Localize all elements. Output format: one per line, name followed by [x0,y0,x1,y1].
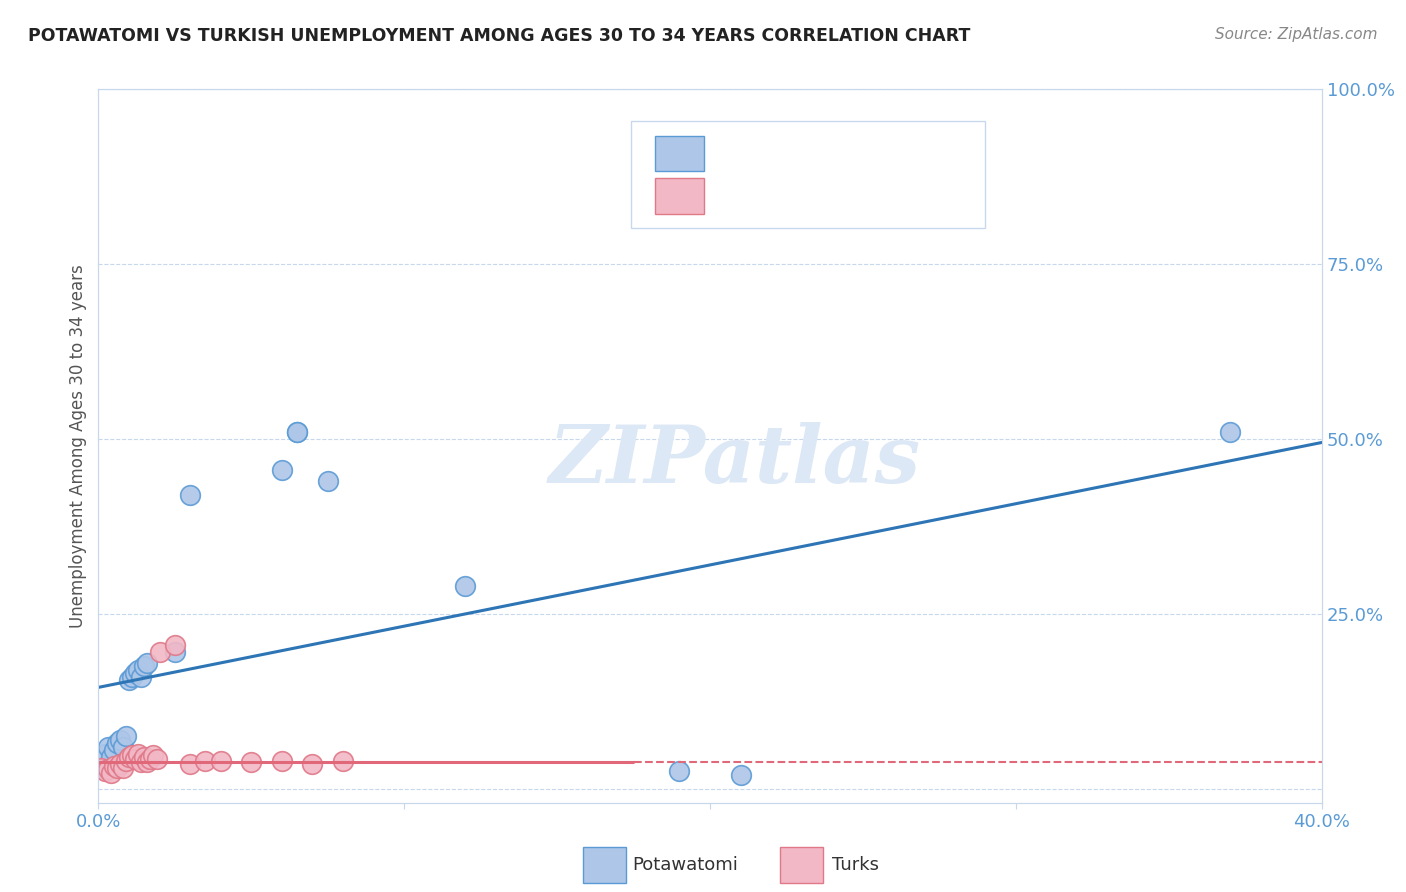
Point [1219,425,1241,439]
Text: R =  0.294   N = 30: R = 0.294 N = 30 [716,145,893,162]
Point [124,666,146,681]
Point [108,732,131,747]
FancyBboxPatch shape [655,136,704,171]
Point [668,764,690,779]
FancyBboxPatch shape [655,178,704,214]
Point [111,739,134,754]
Point [142,748,165,763]
Point [100,750,122,764]
Point [136,756,159,770]
Point [105,761,128,775]
Point [332,754,354,768]
Point [145,752,167,766]
Point [108,757,131,772]
Point [139,752,162,766]
Text: POTAWATOMI VS TURKISH UNEMPLOYMENT AMONG AGES 30 TO 34 YEARS CORRELATION CHART: POTAWATOMI VS TURKISH UNEMPLOYMENT AMONG… [28,27,970,45]
Text: Turks: Turks [832,856,879,874]
Point [730,768,752,782]
Text: ZIPatlas: ZIPatlas [548,422,921,499]
Text: R =  0.004    N = 28: R = 0.004 N = 28 [716,187,898,205]
Text: Source: ZipAtlas.com: Source: ZipAtlas.com [1215,27,1378,42]
Point [134,750,156,764]
Point [316,474,339,488]
Point [454,579,477,593]
Point [111,761,134,775]
Point [136,656,159,670]
Point [149,645,172,659]
Point [301,757,323,772]
Point [163,645,186,659]
Point [134,659,156,673]
Point [90,761,112,775]
Point [127,747,149,761]
Point [270,463,292,477]
Point [121,670,143,684]
Point [285,425,308,439]
Point [194,754,217,768]
Point [93,764,115,779]
Point [179,488,201,502]
Point [100,766,122,780]
Point [285,425,308,439]
Point [163,639,186,653]
Point [129,756,152,770]
Point [115,754,138,768]
Point [93,747,115,761]
Point [124,752,146,766]
Point [97,739,120,754]
Point [209,754,232,768]
FancyBboxPatch shape [630,121,986,228]
Point [121,748,143,763]
Point [115,729,138,743]
Point [105,736,128,750]
Point [270,754,292,768]
Point [129,670,152,684]
Point [103,743,125,757]
Point [118,750,141,764]
Point [127,663,149,677]
Point [97,762,120,776]
Point [179,757,201,772]
Point [103,759,125,773]
Y-axis label: Unemployment Among Ages 30 to 34 years: Unemployment Among Ages 30 to 34 years [69,264,87,628]
Text: Potawatomi: Potawatomi [633,856,738,874]
Point [240,756,263,770]
Point [118,673,141,688]
